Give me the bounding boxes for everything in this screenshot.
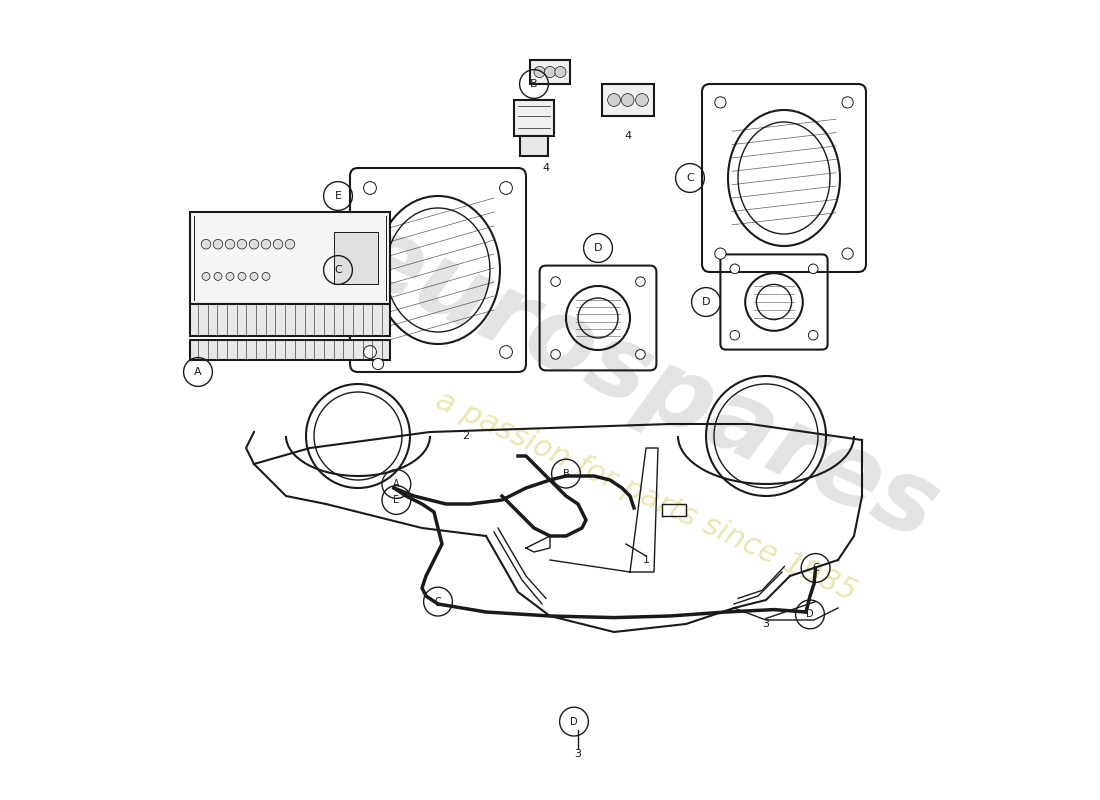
Bar: [334, 232, 378, 284]
Circle shape: [364, 346, 376, 358]
Bar: [519, 136, 549, 156]
Circle shape: [261, 239, 271, 249]
Circle shape: [636, 350, 646, 359]
Text: eurospares: eurospares: [339, 206, 954, 562]
Circle shape: [808, 330, 818, 340]
Circle shape: [273, 239, 283, 249]
Circle shape: [250, 272, 258, 281]
Text: D: D: [570, 717, 578, 726]
Circle shape: [201, 239, 211, 249]
Circle shape: [226, 272, 234, 281]
Text: C: C: [434, 597, 441, 606]
Circle shape: [607, 94, 620, 106]
Circle shape: [499, 182, 513, 194]
Text: a passion for parts since 1985: a passion for parts since 1985: [431, 386, 861, 606]
Circle shape: [715, 97, 726, 108]
Circle shape: [238, 272, 246, 281]
Text: B: B: [562, 469, 570, 478]
Circle shape: [534, 66, 546, 78]
Circle shape: [715, 248, 726, 259]
FancyBboxPatch shape: [530, 60, 570, 84]
Circle shape: [842, 248, 854, 259]
Circle shape: [250, 239, 258, 249]
Bar: [190, 340, 390, 360]
Text: A: A: [195, 367, 201, 377]
Circle shape: [730, 330, 739, 340]
Text: 1: 1: [642, 555, 649, 565]
Text: 3: 3: [762, 619, 770, 629]
Circle shape: [262, 272, 270, 281]
Text: D: D: [594, 243, 603, 253]
Circle shape: [636, 94, 648, 106]
Circle shape: [808, 264, 818, 274]
FancyBboxPatch shape: [602, 84, 654, 116]
Circle shape: [551, 277, 560, 286]
Circle shape: [213, 239, 223, 249]
Circle shape: [214, 272, 222, 281]
Text: D: D: [702, 297, 711, 307]
Text: 4: 4: [624, 131, 631, 141]
Circle shape: [554, 66, 566, 78]
Circle shape: [238, 239, 246, 249]
Circle shape: [621, 94, 634, 106]
Circle shape: [226, 239, 234, 249]
Bar: [190, 304, 390, 336]
Text: 3: 3: [574, 749, 582, 758]
Circle shape: [364, 182, 376, 194]
Bar: [514, 100, 554, 136]
FancyBboxPatch shape: [190, 212, 390, 304]
Circle shape: [842, 97, 854, 108]
Text: E: E: [334, 191, 341, 201]
Circle shape: [499, 346, 513, 358]
Circle shape: [730, 264, 739, 274]
Circle shape: [551, 350, 560, 359]
Text: C: C: [334, 265, 342, 275]
Text: C: C: [812, 563, 820, 573]
Text: E: E: [394, 495, 399, 505]
Circle shape: [202, 272, 210, 281]
Text: 4: 4: [542, 163, 550, 173]
Circle shape: [636, 277, 646, 286]
Text: B: B: [530, 79, 538, 89]
Text: D: D: [806, 610, 814, 619]
Text: C: C: [686, 173, 694, 183]
Circle shape: [373, 358, 384, 370]
Text: 2: 2: [462, 431, 470, 441]
Circle shape: [285, 239, 295, 249]
Circle shape: [544, 66, 556, 78]
Text: A: A: [393, 479, 399, 489]
